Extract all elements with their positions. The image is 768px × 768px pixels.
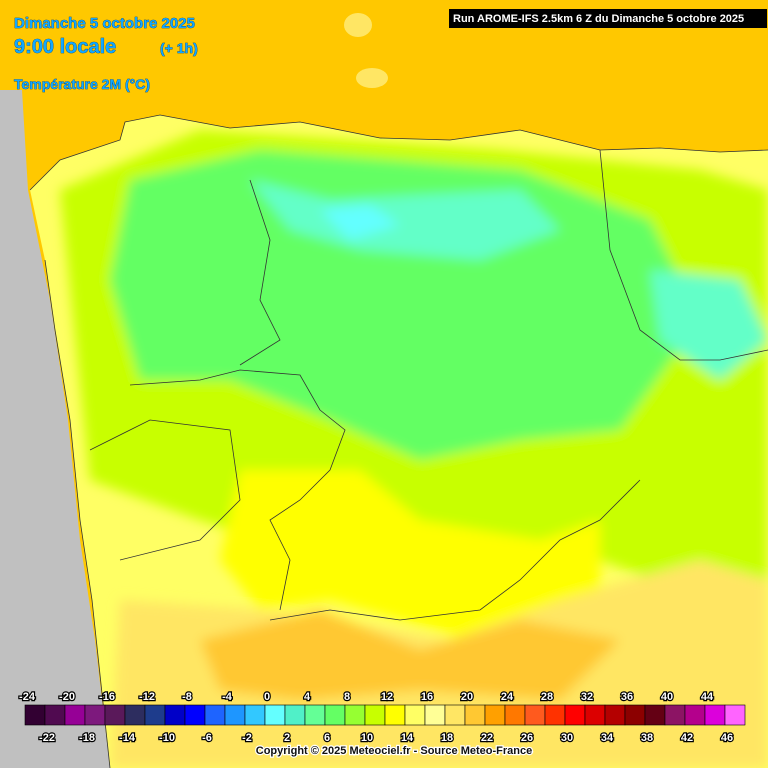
legend-tick-label: 24 — [501, 691, 514, 703]
legend-swatch — [424, 704, 446, 726]
legend-swatch — [504, 704, 526, 726]
date-title: Dimanche 5 octobre 2025 — [14, 15, 195, 32]
legend-swatch — [704, 704, 726, 726]
legend-tick-label: -10 — [159, 732, 175, 744]
legend-swatch — [324, 704, 346, 726]
legend-swatch — [104, 704, 126, 726]
legend-swatch — [144, 704, 166, 726]
legend-tick-label: 40 — [661, 691, 673, 703]
legend-swatch — [644, 704, 666, 726]
legend-swatch — [44, 704, 66, 726]
sea-patch — [356, 68, 388, 88]
legend-tick-label: 44 — [701, 691, 714, 703]
legend-tick-label: 42 — [681, 732, 693, 744]
legend-tick-label: 18 — [441, 732, 453, 744]
legend-tick-label: 10 — [361, 732, 373, 744]
legend-swatch — [464, 704, 486, 726]
legend-swatch — [524, 704, 546, 726]
sea-patch — [344, 13, 372, 37]
legend-swatch — [624, 704, 646, 726]
legend-swatch — [664, 704, 686, 726]
time-title: 9:00 locale — [14, 36, 116, 58]
legend-tick-label: 4 — [304, 691, 311, 703]
legend-swatch — [724, 704, 746, 726]
legend-tick-label: 26 — [521, 732, 533, 744]
legend-swatch — [584, 704, 606, 726]
legend-swatch — [344, 704, 366, 726]
legend-tick-label: 20 — [461, 691, 473, 703]
ocean-masked — [0, 90, 110, 768]
legend-tick-label: -8 — [182, 691, 192, 703]
legend-tick-label: -24 — [19, 691, 36, 703]
legend-tick-label: -14 — [119, 732, 136, 744]
legend-tick-label: 28 — [541, 691, 553, 703]
legend-swatch — [264, 704, 286, 726]
legend-swatch — [244, 704, 266, 726]
legend-tick-label: -18 — [79, 732, 95, 744]
legend-swatch — [684, 704, 706, 726]
legend-tick-label: 32 — [581, 691, 593, 703]
legend-swatch — [444, 704, 466, 726]
legend-tick-label: 16 — [421, 691, 433, 703]
legend-swatch — [544, 704, 566, 726]
time-offset: (+ 1h) — [160, 40, 198, 56]
legend-tick-label: -16 — [99, 691, 115, 703]
legend-swatch — [604, 704, 626, 726]
legend-tick-label: 38 — [641, 732, 653, 744]
legend-tick-label: -12 — [139, 691, 155, 703]
legend-swatch — [284, 704, 306, 726]
legend-tick-label: -20 — [59, 691, 75, 703]
legend-tick-label: 46 — [721, 732, 733, 744]
legend-swatch — [164, 704, 186, 726]
run-info: Run AROME-IFS 2.5km 6 Z du Dimanche 5 oc… — [453, 13, 744, 25]
temperature-field — [30, 115, 768, 768]
legend-swatch — [304, 704, 326, 726]
legend-tick-label: 22 — [481, 732, 493, 744]
legend-swatch — [384, 704, 406, 726]
legend-swatch — [404, 704, 426, 726]
legend-swatch — [184, 704, 206, 726]
legend: -24-22-20-18-16-14-12-10-8-6-4-202468101… — [18, 690, 746, 745]
run-box — [449, 9, 767, 28]
legend-tick-label: 34 — [601, 732, 614, 744]
legend-swatch — [84, 704, 106, 726]
legend-tick-label: 2 — [284, 732, 290, 744]
legend-tick-label: 14 — [401, 732, 414, 744]
legend-swatch — [204, 704, 226, 726]
legend-tick-label: -22 — [39, 732, 55, 744]
legend-tick-label: -2 — [242, 732, 252, 744]
copyright: Copyright © 2025 Meteociel.fr - Source M… — [256, 745, 532, 757]
legend-tick-label: 8 — [344, 691, 350, 703]
legend-tick-label: 36 — [621, 691, 633, 703]
legend-swatch — [364, 704, 386, 726]
legend-tick-label: 6 — [324, 732, 330, 744]
variable-title: Température 2M (°C) — [14, 76, 150, 92]
legend-swatch — [564, 704, 586, 726]
legend-swatch — [484, 704, 506, 726]
legend-swatch — [64, 704, 86, 726]
legend-tick-label: 30 — [561, 732, 573, 744]
legend-tick-label: -4 — [222, 691, 233, 703]
legend-swatch — [24, 704, 46, 726]
legend-tick-label: -6 — [202, 732, 212, 744]
legend-swatch — [124, 704, 146, 726]
borders — [29, 114, 768, 768]
legend-swatch — [224, 704, 246, 726]
legend-tick-label: 12 — [381, 691, 393, 703]
legend-tick-label: 0 — [264, 691, 270, 703]
